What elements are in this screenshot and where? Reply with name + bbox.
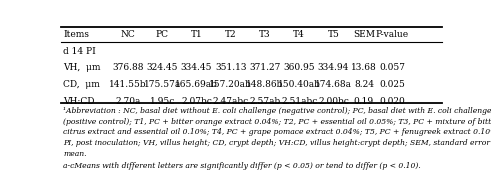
Text: d 14 PI: d 14 PI — [63, 47, 96, 56]
Text: VH:CD: VH:CD — [63, 97, 95, 106]
Text: T4: T4 — [293, 30, 305, 39]
Text: 157.20ab: 157.20ab — [209, 80, 252, 89]
Text: 1.95c: 1.95c — [150, 97, 175, 106]
Text: 8.24: 8.24 — [354, 80, 374, 89]
Text: 351.13: 351.13 — [215, 63, 246, 72]
Text: T5: T5 — [327, 30, 339, 39]
Text: 141.55b: 141.55b — [109, 80, 147, 89]
Text: 2.00bc: 2.00bc — [318, 97, 349, 106]
Text: (positive control); T1, PC + bitter orange extract 0.04%; T2, PC + essential oil: (positive control); T1, PC + bitter oran… — [63, 118, 491, 126]
Text: 2.51abc: 2.51abc — [281, 97, 317, 106]
Text: 165.69ab: 165.69ab — [175, 80, 218, 89]
Text: 324.45: 324.45 — [146, 63, 178, 72]
Text: 0.19: 0.19 — [354, 97, 374, 106]
Text: Items: Items — [63, 30, 89, 39]
Text: 2.47abc: 2.47abc — [213, 97, 249, 106]
Text: T2: T2 — [225, 30, 237, 39]
Text: 0.020: 0.020 — [380, 97, 405, 106]
Text: 2.57ab: 2.57ab — [249, 97, 280, 106]
Text: 174.68a: 174.68a — [315, 80, 352, 89]
Text: 376.88: 376.88 — [112, 63, 144, 72]
Text: 334.45: 334.45 — [181, 63, 212, 72]
Text: 360.95: 360.95 — [283, 63, 315, 72]
Text: a-cMeans with different letters are significantly differ (p < 0.05) or tend to d: a-cMeans with different letters are sign… — [63, 162, 421, 170]
Text: 175.57a: 175.57a — [143, 80, 181, 89]
Text: 0.025: 0.025 — [380, 80, 406, 89]
Text: PI, post inoculation; VH, villus height; CD, crypt depth; VH:CD, villus height:c: PI, post inoculation; VH, villus height;… — [63, 139, 491, 147]
Text: SEM: SEM — [353, 30, 375, 39]
Text: T3: T3 — [259, 30, 271, 39]
Text: citrus extract and essential oil 0.10%; T4, PC + grape pomace extract 0.04%; T5,: citrus extract and essential oil 0.10%; … — [63, 128, 491, 136]
Text: mean.: mean. — [63, 150, 87, 158]
Text: VH,  μm: VH, μm — [63, 63, 101, 72]
Text: ¹Abbreviation : NC, basal diet without E. coli challenge (negative control); PC,: ¹Abbreviation : NC, basal diet without E… — [63, 107, 491, 115]
Text: 371.27: 371.27 — [249, 63, 281, 72]
Text: P-value: P-value — [376, 30, 409, 39]
Text: 2.70a: 2.70a — [115, 97, 140, 106]
Text: 0.057: 0.057 — [380, 63, 406, 72]
Text: PC: PC — [156, 30, 169, 39]
Text: 148.86b: 148.86b — [246, 80, 284, 89]
Text: 150.40ab: 150.40ab — [278, 80, 321, 89]
Text: T1: T1 — [191, 30, 202, 39]
Text: 334.94: 334.94 — [318, 63, 349, 72]
Text: 13.68: 13.68 — [351, 63, 377, 72]
Text: 2.07bc: 2.07bc — [181, 97, 212, 106]
Text: NC: NC — [121, 30, 136, 39]
Text: CD,  μm: CD, μm — [63, 80, 100, 89]
